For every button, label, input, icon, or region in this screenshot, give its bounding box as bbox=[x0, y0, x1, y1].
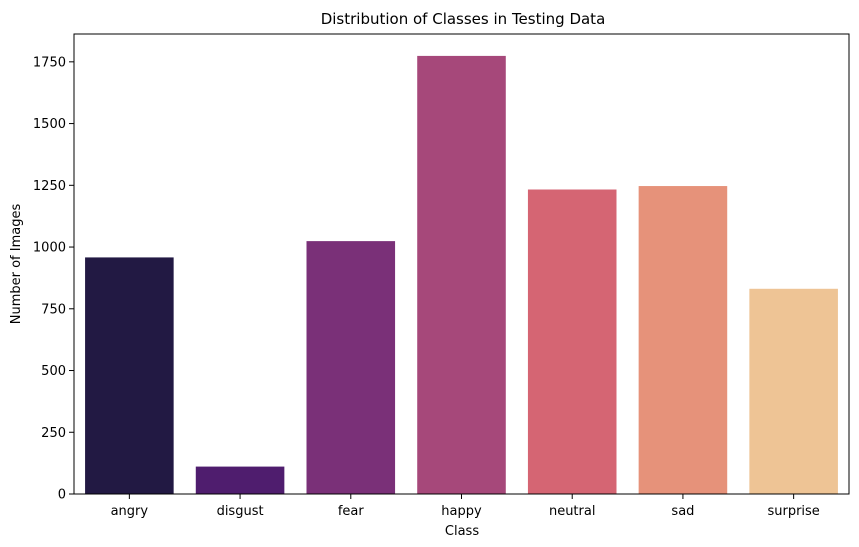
x-tick-label: disgust bbox=[217, 504, 264, 519]
y-axis-label: Number of Images bbox=[9, 204, 24, 325]
bar-sad bbox=[638, 186, 728, 494]
y-tick-label: 1750 bbox=[33, 55, 66, 70]
bar-fear bbox=[306, 241, 396, 494]
chart-title: Distribution of Classes in Testing Data bbox=[321, 10, 606, 28]
y-tick-label: 250 bbox=[41, 426, 66, 441]
bars-group bbox=[85, 55, 838, 495]
plot-frame bbox=[73, 33, 850, 495]
bar-happy bbox=[417, 55, 506, 495]
x-tick-label: angry bbox=[111, 504, 149, 519]
bar-angry bbox=[85, 257, 174, 494]
x-tick-label: fear bbox=[338, 504, 365, 519]
y-tick-label: 750 bbox=[41, 302, 66, 317]
y-tick-label: 1000 bbox=[33, 241, 66, 256]
y-tick-label: 1250 bbox=[33, 179, 66, 194]
x-tick-label: surprise bbox=[767, 504, 819, 519]
x-axis-ticks: angry disgust fear happy neutral sad surprise bbox=[111, 494, 820, 519]
y-tick-label: 500 bbox=[41, 364, 66, 379]
x-tick-label: sad bbox=[671, 504, 694, 519]
bar-neutral bbox=[527, 189, 617, 494]
bar-disgust bbox=[195, 466, 285, 494]
x-axis-label: Class bbox=[445, 524, 479, 539]
bar-surprise bbox=[749, 288, 838, 494]
x-tick-label: happy bbox=[441, 504, 482, 519]
x-tick-label: neutral bbox=[549, 504, 596, 519]
y-axis-ticks: 0 250 500 750 1000 1250 1500 1750 bbox=[33, 55, 74, 503]
y-tick-label: 1500 bbox=[33, 117, 66, 132]
y-tick-label: 0 bbox=[58, 488, 66, 503]
